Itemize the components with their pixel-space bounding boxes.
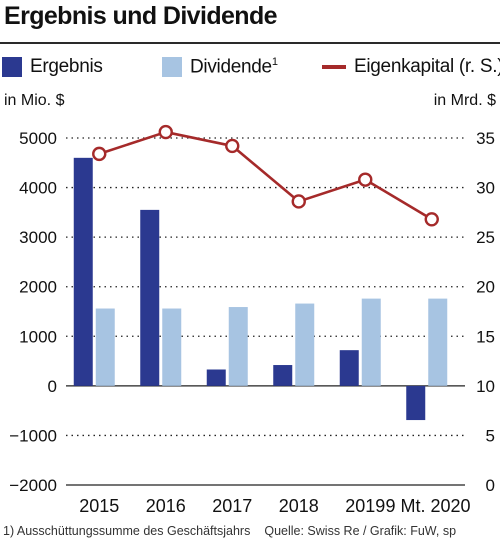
bar-ergebnis-2019 [339, 350, 359, 386]
x-tick-label-2016: 2016 [146, 496, 186, 516]
title-divider [0, 42, 500, 44]
legend-label-dividende: Dividende1 [190, 56, 278, 78]
point-eigenkapital-r-s-2017 [225, 138, 240, 154]
y-left-unit-label: in Mio. $ [4, 92, 65, 109]
y-left-tick-label-1000: −1000 [9, 426, 57, 445]
line-eigenkapital-r-s [98, 130, 433, 221]
x-tick-label-9-mt-2020: 9 Mt. 2020 [385, 496, 470, 516]
y-left-tick-label-2000: −2000 [9, 476, 57, 495]
bar-dividende-2019 [361, 298, 381, 386]
y-left-tick-label-5000: 5000 [19, 129, 57, 148]
x-tick-label-2015: 2015 [79, 496, 119, 516]
legend-label-ergebnis: Ergebnis [30, 56, 103, 77]
point-eigenkapital-r-s-2015 [92, 146, 107, 162]
y-right-tick-label-30: 30 [476, 179, 495, 198]
legend-footnote-marker: 1 [271, 55, 278, 68]
legend-swatch-dividende [162, 57, 182, 77]
x-tick-label-2018: 2018 [279, 496, 319, 516]
chart-title: Ergebnis und Dividende [4, 2, 278, 30]
y-right-tick-label-25: 25 [476, 228, 495, 247]
bar-ergebnis-2016 [140, 209, 160, 386]
legend-label-eigenkapital: Eigenkapital (r. S.) [354, 56, 500, 77]
y-right-tick-label-10: 10 [476, 377, 495, 396]
legend-swatch-eigenkapital [322, 65, 346, 69]
bar-dividende-2016 [162, 308, 182, 386]
y-right-tick-label-20: 20 [476, 278, 495, 297]
legend-item-ergebnis: Ergebnis [2, 52, 103, 82]
point-eigenkapital-r-s-2019 [358, 172, 373, 187]
y-left-tick-label-0: 0 [48, 377, 57, 396]
legend-item-eigenkapital: Eigenkapital (r. S.) [322, 52, 500, 82]
source-text: Quelle: Swiss Re / Grafik: FuW, sp [264, 524, 457, 538]
x-tick-label-2017: 2017 [212, 496, 252, 516]
y-right-tick-label-5: 5 [486, 426, 495, 445]
y-left-tick-label-4000: 4000 [19, 179, 57, 198]
bar-dividende-2015 [95, 308, 115, 386]
footer: 1) Ausschüttungssumme des Geschäftsjahrs… [3, 524, 499, 538]
point-eigenkapital-r-s-2016 [158, 124, 173, 140]
y-left-tick-label-1000: 1000 [19, 327, 57, 346]
bar-dividende-2017 [228, 307, 248, 386]
bar-ergebnis-9-mt-2020 [406, 385, 426, 421]
y-right-tick-label-0: 0 [486, 476, 495, 495]
y-right-unit-label: in Mrd. $ [433, 92, 496, 109]
y-right-tick-label-35: 35 [476, 129, 495, 148]
legend-item-dividende: Dividende1 [162, 52, 278, 82]
footnote-text: 1) Ausschüttungssumme des Geschäftsjahrs [3, 524, 251, 538]
bar-ergebnis-2018 [273, 365, 293, 386]
y-left-tick-label-2000: 2000 [19, 278, 57, 297]
legend: Ergebnis Dividende1 Eigenkapital (r. S.) [0, 52, 500, 82]
bar-dividende-2018 [295, 303, 315, 386]
legend-label-dividende-text: Dividende [190, 56, 272, 78]
y-right-tick-label-15: 15 [476, 327, 495, 346]
x-tick-label-2019: 2019 [345, 496, 385, 516]
bar-dividende-9-mt-2020 [428, 298, 448, 386]
bar-ergebnis-2017 [206, 369, 226, 386]
point-eigenkapital-r-s-9-mt-2020 [424, 212, 439, 227]
legend-swatch-ergebnis [2, 57, 22, 77]
y-left-tick-label-3000: 3000 [19, 228, 57, 247]
point-eigenkapital-r-s-2018 [291, 194, 306, 209]
bar-ergebnis-2015 [73, 157, 93, 386]
